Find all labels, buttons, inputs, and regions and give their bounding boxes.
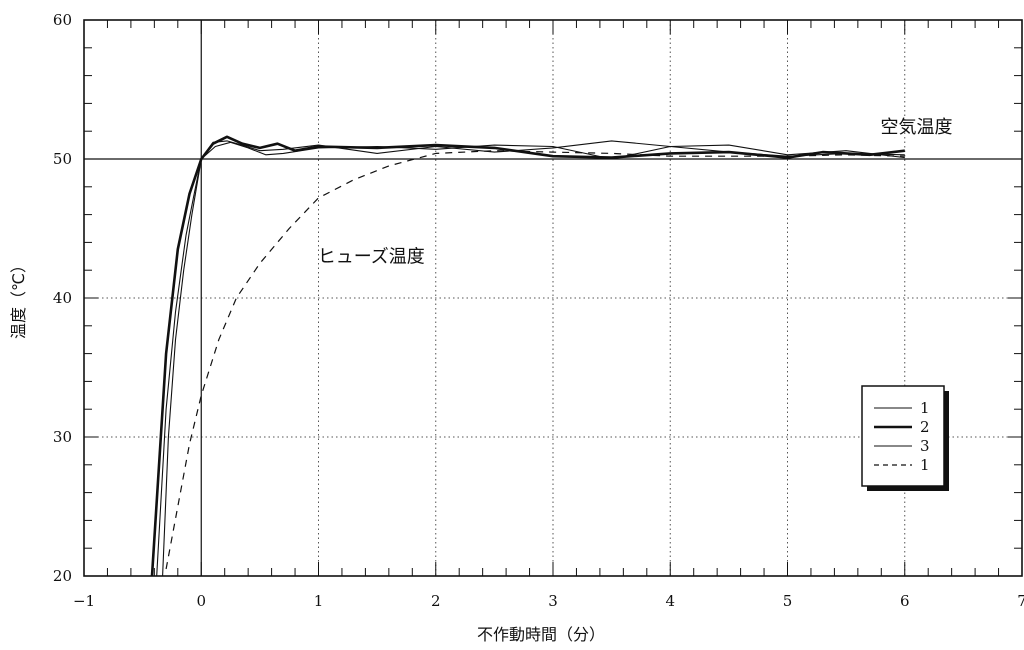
legend-label: 1 — [920, 399, 930, 417]
grid — [84, 20, 1022, 576]
x-tick-label: −1 — [73, 592, 95, 610]
x-tick-label: 7 — [1017, 592, 1024, 610]
series-line-4 — [165, 150, 905, 570]
legend-box — [861, 385, 945, 487]
legend-label: 3 — [920, 437, 930, 455]
x-tick-label: 6 — [900, 592, 910, 610]
y-tick-label: 50 — [53, 150, 72, 168]
x-tick-label: 0 — [196, 592, 206, 610]
y-tick-label: 30 — [53, 428, 72, 446]
annotation-air-temperature: 空気温度 — [880, 117, 952, 138]
y-tick-label: 20 — [53, 567, 72, 585]
series-line-3 — [156, 141, 905, 577]
x-axis-label: 不作動時間（分） — [477, 625, 605, 644]
x-tick-label: 2 — [431, 592, 441, 610]
x-tick-label: 5 — [783, 592, 793, 610]
annotation-fuse-temperature: ヒューズ温度 — [318, 246, 425, 267]
legend-label: 2 — [920, 418, 930, 436]
plot-frame — [83, 19, 1023, 577]
series-line-1 — [162, 140, 905, 577]
y-tick-label: 60 — [53, 11, 72, 29]
x-tick-label: 1 — [314, 592, 324, 610]
x-tick-label: 4 — [665, 592, 675, 610]
x-tick-label: 3 — [548, 592, 558, 610]
y-tick-label: 40 — [53, 289, 72, 307]
legend-label: 1 — [920, 456, 930, 474]
series-lines — [150, 135, 905, 577]
series-line-2 — [150, 135, 905, 577]
y-axis-label: 温度（℃） — [9, 257, 28, 339]
